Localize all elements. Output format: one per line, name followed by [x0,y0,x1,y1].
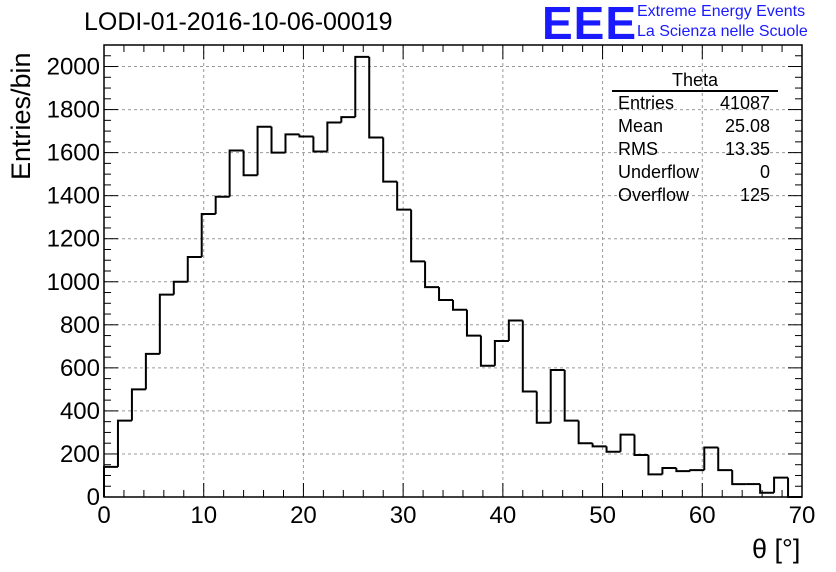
histogram-bin [228,149,244,197]
stats-value: 0 [759,162,770,182]
stats-row-mean: Mean 25.08 [612,115,778,138]
histogram-bin [438,287,453,302]
eee-logo: EEE [542,0,638,49]
y-tick-label: 600 [60,355,100,382]
x-tick-label: 60 [689,502,716,529]
histogram-bin [130,388,146,421]
x-tick-label: 20 [290,502,317,529]
stats-row-underflow: Underflow 0 [612,161,778,184]
histogram-bin [563,370,579,422]
histogram-bin [787,477,802,498]
y-tick-label: 1600 [47,140,100,167]
histogram-bin [396,181,412,211]
plot-title: LODI-01-2016-10-06-00019 [84,8,393,36]
histogram-bin [591,443,607,448]
histogram-bin [605,446,621,453]
stats-label: RMS [618,139,658,159]
histogram-bin [493,339,509,366]
histogram-bin [689,469,705,472]
histogram-bin [144,352,160,390]
histogram-bin [340,116,356,123]
histogram-bin [759,484,775,494]
stats-row-rms: RMS 13.35 [612,138,778,161]
histogram-bin [675,467,691,473]
y-tick-label: 2000 [47,54,100,81]
stats-label: Entries [618,93,675,113]
x-axis-label: θ [°] [752,534,801,564]
histogram-bin [172,280,188,295]
x-tick-label: 50 [589,502,616,529]
stats-title: Theta [612,70,778,92]
histogram-bin [647,455,663,476]
histogram-bin [103,465,118,497]
y-tick-label: 1800 [47,97,100,124]
y-tick-label: 200 [60,441,100,468]
histogram-bin [535,391,551,424]
y-tick-label: 800 [60,312,100,339]
y-tick-label: 1400 [47,183,100,210]
y-tick-label: 1000 [47,269,100,296]
histogram-bin [619,433,635,452]
histogram-bin [312,136,328,153]
histogram-bin [507,319,523,341]
x-tick-label: 10 [190,502,217,529]
logo-line-1: Extreme Energy Events [637,3,806,20]
stats-label: Underflow [618,162,700,182]
x-tick-label: 70 [789,502,816,529]
y-tick-label: 1200 [47,226,100,253]
logo-line-2: La Scienza nelle Scuole [637,23,808,40]
histogram-bin [577,420,593,445]
histogram-bin [326,121,342,152]
histogram-bin [270,126,286,154]
histogram-bin [284,133,300,153]
histogram-bin [242,150,258,177]
x-tick-label: 30 [390,502,417,529]
histogram-bin [116,419,132,467]
histogram-bin [214,195,230,214]
histogram-bin [354,55,370,118]
histogram-bin [256,125,272,176]
histogram-bin [773,476,789,493]
stats-box: Theta Entries 41087 Mean 25.08 RMS 13.35… [612,70,778,207]
stats-label: Overflow [618,185,690,205]
histogram-bin [382,137,398,183]
y-tick-label: 400 [60,398,100,425]
stats-value: 125 [739,185,770,205]
stats-label: Mean [618,116,664,136]
histogram-bin [452,300,467,311]
stats-row-entries: Entries 41087 [612,92,778,115]
y-tick-label: 0 [87,484,100,511]
stats-value: 25.08 [724,116,770,136]
histogram-bin [200,212,216,258]
histogram-bin [298,134,314,138]
y-axis-label: Entries/bin [6,52,36,180]
stats-value: 41087 [719,93,770,113]
x-tick-label: 0 [97,502,110,529]
stats-row-overflow: Overflow 125 [612,184,778,207]
histogram-bin [368,56,384,139]
histogram-bin [465,309,481,337]
histogram-bin [521,320,537,393]
stats-value: 13.35 [724,139,770,159]
histogram-bin [186,256,202,282]
histogram-bin [661,466,677,475]
histogram-bin [410,209,426,263]
histogram-bin [158,293,174,354]
x-tick-label: 40 [490,502,517,529]
histogram-bin [479,335,495,367]
histogram-bin [731,470,747,486]
histogram-bin [703,446,719,471]
histogram-bin [717,447,733,472]
histogram-bin [633,434,649,457]
histogram-bin [424,261,440,289]
histogram-bin [549,369,565,423]
